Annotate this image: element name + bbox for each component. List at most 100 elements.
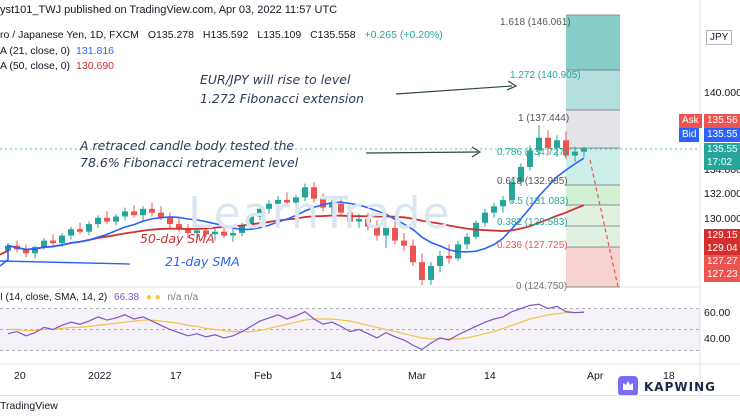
candle-body (194, 230, 200, 233)
candle-body (185, 229, 191, 233)
rsi-value: 66.38 (114, 292, 140, 303)
ohlc-change: +0.265 (+0.20%) (364, 29, 443, 41)
arrow-retrace-head (471, 146, 482, 158)
fib-0: 0 (124.750) (516, 281, 568, 292)
currency-badge[interactable]: JPY (706, 30, 733, 45)
candle-body (563, 140, 569, 156)
fib-1: 1 (137.444) (518, 113, 570, 124)
arrow-rise-head (506, 80, 518, 91)
symbol-name: ro / Japanese Yen, 1D, FXCM (0, 29, 139, 41)
candle-body (257, 208, 263, 217)
ma50-value: 130.690 (76, 60, 115, 72)
bid-value: 135.55 (704, 128, 740, 142)
publisher-line: yst101_TWJ published on TradingView.com,… (0, 4, 338, 16)
sma21-label: 21-day SMA (165, 254, 240, 269)
candle-body (221, 231, 227, 236)
fib-1618: 1.618 (146.061) (500, 17, 571, 28)
candle-body (311, 187, 317, 199)
fib-0236: 0.236 (127.725) (497, 240, 568, 251)
ohlc-open: O135.278 (147, 29, 194, 41)
rsi-tick: 60.00 (704, 307, 731, 319)
date-tick: 2022 (88, 370, 112, 382)
date-tick: 20 (14, 370, 26, 382)
candle-body (392, 227, 398, 241)
date-tick: Apr (587, 370, 604, 382)
countdown-tag: 17:02 (704, 156, 740, 170)
tradingview-brand[interactable]: TradingView (0, 400, 58, 412)
candle-body (446, 255, 452, 259)
fib-zone-618 (566, 185, 620, 205)
rsi-ma-line (8, 311, 585, 340)
candle-body (545, 137, 551, 148)
candle-body (572, 151, 578, 156)
fib-zone-1 (566, 110, 620, 148)
fib-0786: 0.786 (134.727) (497, 147, 568, 158)
candle-body (176, 224, 182, 230)
fib-1272: 1.272 (140.905) (510, 70, 581, 81)
price-tick: 130.000 (704, 213, 740, 225)
candle-body (41, 240, 47, 247)
candle-body (212, 231, 218, 235)
candle-body (77, 229, 83, 232)
candle-body (266, 203, 272, 209)
ohlc-close: C135.558 (310, 29, 356, 41)
rsi-legend[interactable]: I (14, close, SMA, 14, 2) 66.38 ● ● n/a … (0, 292, 198, 303)
rsi-na: n/a n/a (167, 292, 199, 303)
candle-body (500, 199, 506, 207)
candle-body (95, 217, 101, 225)
candle-body (374, 226, 380, 236)
date-tick: Mar (408, 370, 427, 382)
candle-body (302, 187, 308, 198)
candle-body (356, 219, 362, 222)
date-tick: 18 (663, 370, 675, 382)
bid-label: Bid (679, 128, 700, 142)
candle-body (68, 229, 74, 236)
last-price-tag: 135.55 (704, 143, 740, 157)
candle-body (167, 217, 173, 225)
candle-body (536, 137, 542, 151)
candle-body (86, 224, 92, 232)
candle-body (122, 211, 128, 217)
fib-trend-dash (589, 159, 619, 288)
candle-body (554, 140, 560, 148)
candle-body (59, 235, 65, 244)
candle-body (491, 206, 497, 213)
candle-body (158, 212, 164, 218)
candle-body (419, 262, 425, 280)
arrow-rise (395, 85, 513, 95)
candle-body (23, 249, 29, 254)
candle-body (32, 246, 38, 254)
candle-body (50, 240, 56, 244)
candle-body (383, 227, 389, 236)
candle-body (581, 148, 587, 152)
price-tag-red-1: 129.15 (704, 229, 740, 243)
price-tag-red-3: 127.27 (704, 255, 740, 269)
date-tick: Feb (254, 370, 273, 382)
date-tick: 14 (484, 370, 496, 382)
arrow-retrace (365, 151, 479, 154)
candle-body (104, 217, 110, 222)
fib-0382: 0.382 (129.583) (497, 217, 568, 228)
candle-body (149, 208, 155, 213)
price-tick: 140.000 (704, 87, 740, 99)
kapwing-watermark: KAPWING (644, 380, 716, 394)
candle-body (464, 236, 470, 245)
candle-body (140, 208, 146, 216)
price-tick: 132.000 (704, 188, 740, 200)
ma21-value: 131.816 (76, 45, 115, 57)
symbol-legend[interactable]: ro / Japanese Yen, 1D, FXCM O135.278 H13… (0, 29, 449, 41)
ohlc-low: L135.109 (257, 29, 302, 41)
sma50-label: 50-day SMA (140, 231, 215, 246)
kapwing-logo-icon (618, 376, 638, 396)
candle-body (410, 245, 416, 263)
candle-body (284, 199, 290, 203)
candle-body (509, 182, 515, 200)
ma21-legend[interactable]: A (21, close, 0) 131.816 (0, 45, 114, 57)
ohlc-high: H135.592 (202, 29, 249, 41)
ma21-label: A (21, close, 0) (0, 45, 71, 57)
ma50-legend[interactable]: A (50, close, 0) 130.690 (0, 60, 114, 72)
candle-body (482, 212, 488, 223)
candle-body (203, 230, 209, 235)
fib-zone-236 (566, 247, 620, 287)
